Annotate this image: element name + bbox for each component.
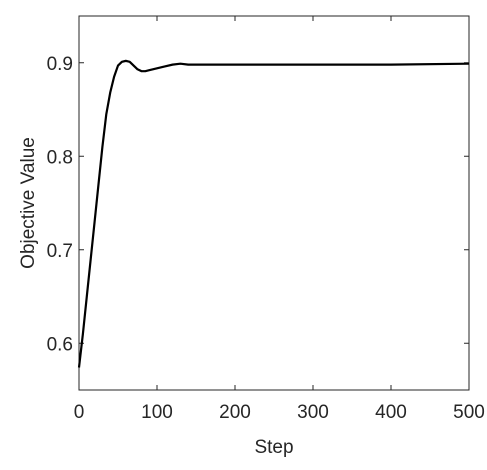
x-tick-label: 0	[74, 402, 85, 423]
x-tick-label: 400	[375, 402, 407, 423]
x-tick-label: 300	[297, 402, 329, 423]
x-tick-label: 200	[219, 402, 251, 423]
y-tick-label: 0.9	[47, 54, 73, 75]
y-tick-label: 0.7	[47, 241, 73, 262]
y-tick-label: 0.8	[47, 147, 73, 168]
y-tick-label: 0.6	[47, 334, 73, 355]
x-tick-label: 500	[453, 402, 485, 423]
x-tick-label: 100	[141, 402, 173, 423]
x-axis-label: Step	[254, 437, 293, 458]
line	[77, 59, 470, 368]
plot-area	[78, 15, 470, 391]
y-axis-label: Objective Value	[18, 137, 39, 269]
